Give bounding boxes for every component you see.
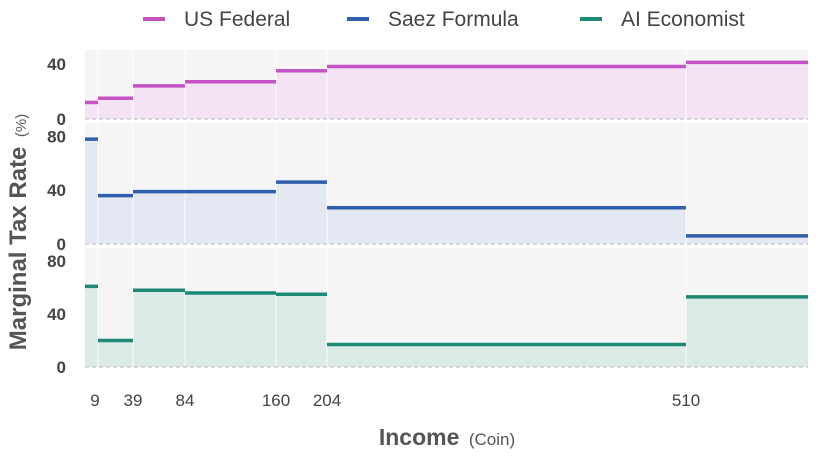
x-tick-label: 84 bbox=[176, 391, 195, 410]
x-axis-label-main: Income bbox=[379, 424, 460, 450]
step-fill bbox=[276, 182, 327, 244]
x-tick-label: 204 bbox=[313, 391, 341, 410]
y-tick-label: 80 bbox=[47, 127, 66, 146]
legend-label: AI Economist bbox=[621, 8, 745, 31]
step-fill bbox=[98, 195, 133, 244]
y-tick-label: 40 bbox=[47, 181, 66, 200]
panel-saez-formula: 0 40 80 bbox=[47, 123, 808, 254]
step-fill bbox=[85, 139, 98, 244]
step-fill bbox=[686, 296, 808, 367]
panel-ai-economist: 0 40 80 bbox=[47, 248, 808, 377]
legend: US Federal Saez Formula AI Economist bbox=[143, 8, 745, 31]
step-fill bbox=[185, 191, 276, 244]
step-fill bbox=[98, 340, 133, 367]
step-fill bbox=[185, 81, 276, 119]
y-tick-label: 80 bbox=[47, 252, 66, 271]
x-tick-label: 9 bbox=[90, 391, 99, 410]
y-tick-label: 0 bbox=[57, 358, 66, 377]
step-fill bbox=[327, 207, 686, 244]
y-tick-label: 0 bbox=[57, 110, 66, 129]
step-fill bbox=[98, 98, 133, 119]
x-axis-label: Income (Coin) bbox=[379, 424, 515, 450]
step-fill bbox=[686, 62, 808, 119]
step-fill bbox=[327, 66, 686, 119]
x-axis: 9 39 84 160 204 510 bbox=[90, 391, 700, 410]
x-tick-label: 510 bbox=[672, 391, 700, 410]
step-fill bbox=[276, 70, 327, 119]
y-axis-label-main: Marginal Tax Rate bbox=[5, 147, 32, 351]
x-tick-label: 160 bbox=[262, 391, 290, 410]
x-tick-label: 39 bbox=[124, 391, 143, 410]
legend-label: US Federal bbox=[184, 8, 290, 31]
step-fill bbox=[185, 292, 276, 367]
panel-us-federal: 0 40 bbox=[47, 50, 808, 129]
step-fill bbox=[686, 235, 808, 244]
y-tick-label: 0 bbox=[57, 235, 66, 254]
step-fill bbox=[133, 290, 185, 367]
step-fill bbox=[133, 191, 185, 244]
step-fill bbox=[133, 85, 185, 119]
y-axis-label: Marginal Tax Rate (%) bbox=[5, 114, 32, 350]
step-fill bbox=[327, 344, 686, 367]
step-fill bbox=[85, 102, 98, 119]
y-tick-label: 40 bbox=[47, 55, 66, 74]
x-axis-label-unit: (Coin) bbox=[469, 430, 515, 449]
y-tick-label: 40 bbox=[47, 305, 66, 324]
step-fill bbox=[276, 294, 327, 367]
y-axis-label-unit: (%) bbox=[13, 114, 30, 137]
step-fill bbox=[85, 286, 98, 367]
legend-label: Saez Formula bbox=[388, 8, 519, 31]
